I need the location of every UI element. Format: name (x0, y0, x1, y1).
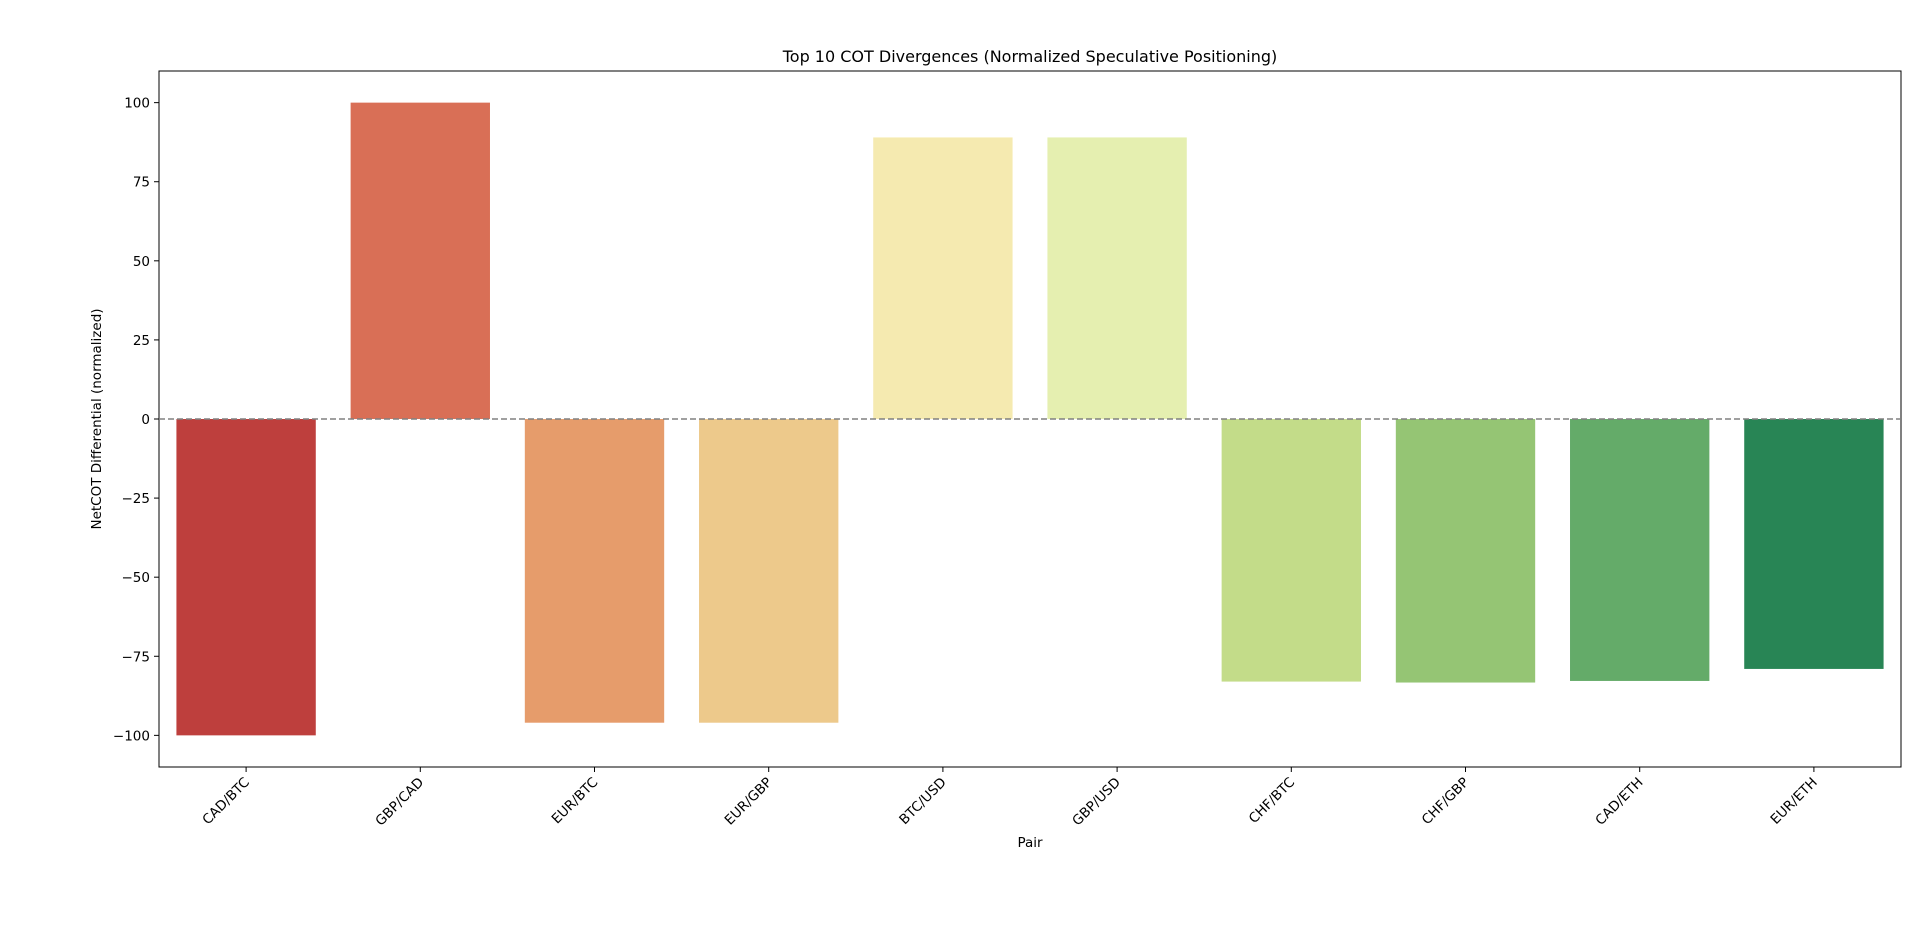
y-tick-label: −25 (122, 491, 151, 507)
bar-cad-btc (176, 419, 316, 736)
y-tick-label: 50 (133, 254, 150, 270)
x-tick-label: BTC/USD (896, 775, 949, 828)
y-tick-label: 25 (133, 333, 150, 349)
y-tick-label: −100 (113, 728, 150, 744)
x-tick-label: GBP/USD (1069, 775, 1124, 830)
x-tick-label: GBP/CAD (372, 775, 427, 830)
bar-chf-gbp (1395, 419, 1536, 683)
x-tick-label: EUR/ETH (1767, 775, 1820, 828)
y-tick-label: 100 (124, 96, 150, 112)
x-axis: CAD/BTC GBP/CAD EUR/BTC EUR/GBP BTC/USD GBP/U… (199, 767, 1821, 830)
bar-btc-usd (873, 137, 1013, 419)
bar-gbp-usd (1047, 137, 1187, 419)
bar-cad-eth (1570, 419, 1710, 681)
x-tick-label: EUR/GBP (722, 775, 776, 829)
x-axis-title: Pair (1017, 835, 1043, 851)
x-tick-label: CHF/BTC (1246, 775, 1298, 827)
y-tick-label: 0 (141, 412, 150, 428)
chart-title: Top 10 COT Divergences (Normalized Specu… (782, 47, 1278, 66)
bar-eur-btc (524, 419, 665, 723)
bar-chf-btc (1221, 419, 1361, 682)
x-tick-label: CHF/GBP (1419, 775, 1473, 829)
x-tick-label: EUR/BTC (549, 775, 602, 828)
x-tick-label: CAD/ETH (1592, 775, 1646, 829)
y-tick-label: −75 (122, 649, 151, 665)
x-tick-label: CAD/BTC (199, 775, 253, 829)
bar-eur-eth (1744, 419, 1884, 669)
y-axis-title: NetCOT Differential (normalized) (89, 308, 105, 529)
y-axis: −100 −75 −50 −25 0 25 50 75 100 (113, 96, 159, 744)
y-tick-label: −50 (122, 570, 151, 586)
bar-eur-gbp (699, 419, 839, 723)
bars-group (176, 102, 1884, 736)
y-tick-label: 75 (133, 175, 150, 191)
bar-gbp-cad (350, 102, 490, 420)
